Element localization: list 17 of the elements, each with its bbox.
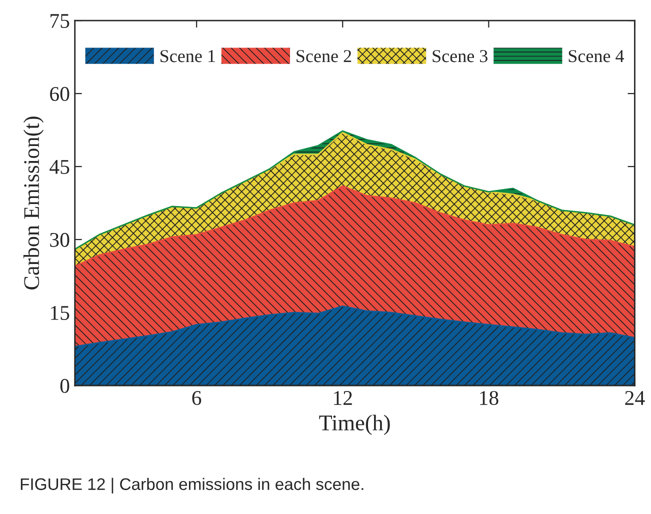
caption: FIGURE 12 | Carbon emissions in each scene. bbox=[20, 478, 364, 494]
legend-label: Scene 2 bbox=[296, 50, 352, 62]
y-tick-label: 15 bbox=[51, 306, 70, 320]
y-tick-label: 30 bbox=[50, 232, 70, 247]
legend-label: Scene 4 bbox=[568, 50, 624, 62]
x-tick-label: 12 bbox=[334, 391, 352, 405]
y-tick-label: 75 bbox=[50, 14, 70, 28]
y-tick-label: 45 bbox=[50, 160, 70, 174]
x-tick-label: 24 bbox=[625, 391, 645, 405]
y-axis-title: Carbon Emission(t) bbox=[23, 116, 44, 290]
y-tick-label: 0 bbox=[60, 378, 70, 393]
x-tick-label: 18 bbox=[480, 390, 498, 406]
x-tick-label: 6 bbox=[192, 391, 202, 406]
x-axis-title: Time(h) bbox=[319, 414, 390, 435]
y-tick-label: 60 bbox=[50, 86, 70, 101]
legend-label: Scene 1 bbox=[160, 50, 215, 62]
legend-label: Scene 3 bbox=[432, 50, 488, 62]
